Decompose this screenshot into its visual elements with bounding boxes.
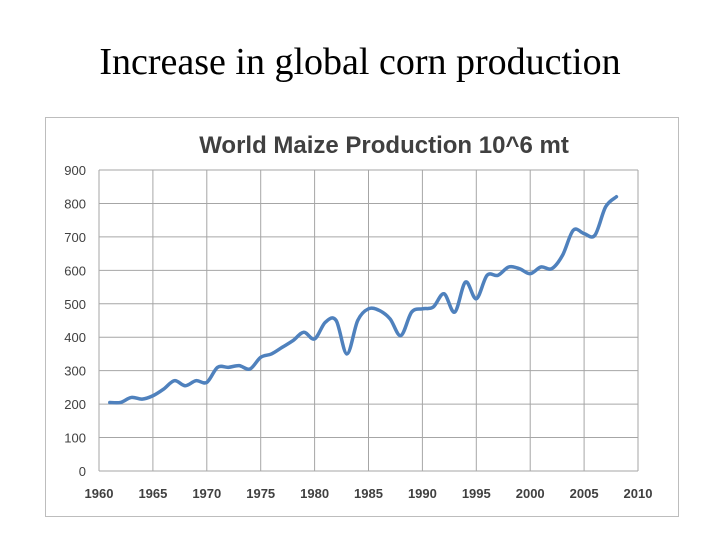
data-point-1963 [130, 396, 133, 399]
data-point-1992 [442, 292, 446, 295]
y-tick-label: 0 [79, 464, 86, 479]
x-tick-label: 2000 [516, 486, 545, 501]
data-point-2003 [561, 254, 564, 257]
data-point-2007 [604, 205, 607, 208]
x-tick-label: 1960 [85, 486, 114, 501]
data-point-1962 [119, 401, 122, 404]
data-point-1971 [216, 366, 219, 369]
data-point-1967 [173, 379, 176, 382]
data-point-1988 [399, 334, 403, 337]
data-point-1993 [453, 310, 456, 314]
data-point-1968 [184, 384, 187, 387]
data-point-1969 [194, 379, 198, 382]
data-point-1965 [151, 394, 155, 397]
data-point-1987 [388, 317, 392, 321]
chart-title: World Maize Production 10^6 mt [199, 132, 569, 159]
y-tick-label: 800 [64, 196, 86, 211]
data-point-1985 [367, 307, 370, 310]
data-point-1989 [410, 310, 413, 314]
y-tick-label: 500 [64, 297, 86, 312]
y-tick-label: 900 [64, 163, 86, 178]
x-tick-label: 1990 [408, 486, 437, 501]
x-tick-label: 1965 [138, 486, 167, 501]
y-tick-label: 300 [64, 364, 86, 379]
data-point-1961 [108, 401, 111, 404]
data-point-1994 [464, 280, 467, 284]
x-tick-label: 2010 [624, 486, 653, 501]
y-tick-label: 200 [64, 397, 86, 412]
data-point-1975 [259, 356, 262, 359]
data-point-2005 [582, 232, 586, 235]
data-point-1966 [162, 387, 165, 391]
data-point-1978 [291, 339, 295, 342]
data-point-1997 [496, 274, 500, 277]
data-point-1976 [270, 352, 273, 356]
data-point-1981 [324, 320, 327, 324]
data-point-1999 [518, 267, 521, 270]
data-point-2002 [550, 267, 553, 270]
data-point-1970 [205, 381, 208, 384]
data-point-1973 [237, 364, 241, 367]
data-point-1984 [356, 319, 359, 322]
data-point-1977 [281, 346, 284, 349]
data-point-1972 [227, 366, 230, 369]
series-line-0 [108, 195, 619, 405]
data-point-1982 [334, 319, 338, 322]
data-point-1996 [485, 274, 489, 277]
y-tick-label: 700 [64, 230, 86, 245]
data-point-1979 [302, 331, 306, 334]
slide-title: Increase in global corn production [99, 41, 621, 83]
grid-layer [98, 169, 639, 472]
x-tick-label: 1975 [246, 486, 275, 501]
data-point-1986 [378, 309, 381, 312]
maize-production-chart: World Maize Production 10^6 mt 0 100 200 30… [64, 132, 652, 501]
x-tick-label: 2005 [570, 486, 599, 501]
chart-frame: World Maize Production 10^6 mt 0 100 200 30… [45, 117, 679, 517]
data-point-1990 [421, 307, 424, 310]
data-point-1974 [248, 367, 252, 371]
x-tick-label: 1995 [462, 486, 491, 501]
series-layer [108, 195, 619, 405]
x-tick-label: 1970 [192, 486, 221, 501]
data-point-2001 [539, 265, 543, 269]
data-point-2008 [615, 195, 618, 198]
data-point-1980 [313, 337, 316, 341]
data-point-1998 [507, 265, 510, 269]
data-point-2000 [529, 272, 532, 275]
data-point-2004 [572, 229, 575, 232]
x-tick-label: 1980 [300, 486, 329, 501]
x-tick-label: 1985 [354, 486, 383, 501]
y-tick-label: 100 [64, 431, 86, 446]
data-point-1991 [431, 305, 435, 309]
y-tick-label: 600 [64, 263, 86, 278]
data-point-1995 [475, 297, 478, 300]
data-point-1964 [140, 397, 144, 401]
data-point-1983 [345, 352, 349, 356]
axis-layer: 0 100 200 300 400 500 600 700 800 900 1960 1965 1970… [64, 163, 652, 501]
y-tick-label: 400 [64, 330, 86, 345]
data-point-2006 [593, 234, 597, 237]
